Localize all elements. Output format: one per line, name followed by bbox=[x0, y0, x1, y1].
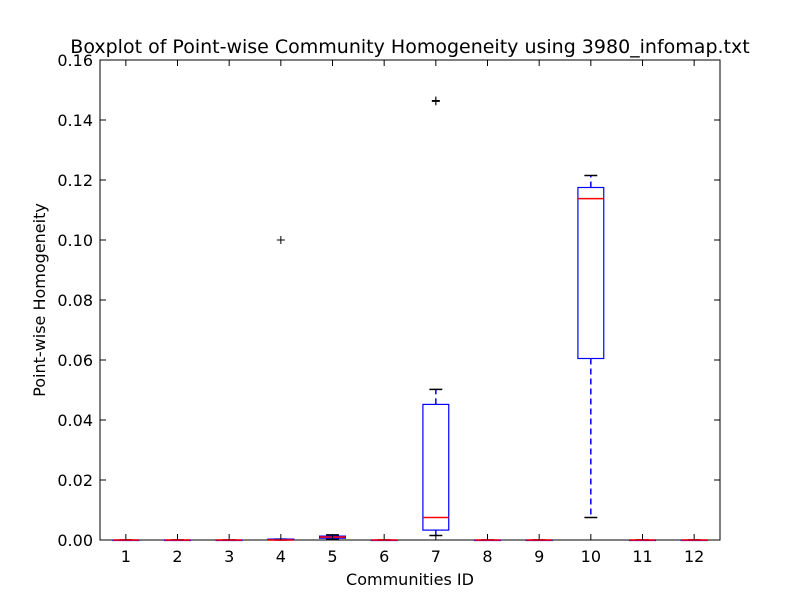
box bbox=[422, 403, 450, 531]
y-tick-label: 0.00 bbox=[57, 531, 93, 550]
x-tick-label: 5 bbox=[327, 547, 337, 566]
box-group-8 bbox=[473, 539, 502, 542]
y-tick-label: 0.10 bbox=[57, 231, 93, 250]
y-axis-ticks: 0.00 0.02 0.04 0.06 0.08 0.10 0.12 0.14 0.16 bbox=[57, 51, 720, 550]
box-group-3 bbox=[215, 539, 243, 542]
flier-point bbox=[276, 236, 285, 244]
box-group-7 bbox=[422, 96, 450, 537]
x-axis-label: Communities ID bbox=[346, 570, 474, 589]
y-tick-label: 0.08 bbox=[57, 291, 93, 310]
y-tick-label: 0.02 bbox=[57, 471, 93, 490]
box bbox=[577, 186, 605, 360]
box-group-6 bbox=[370, 539, 398, 542]
y-tick-label: 0.04 bbox=[57, 411, 93, 430]
y-tick-label: 0.06 bbox=[57, 351, 93, 370]
box-group-9 bbox=[525, 539, 553, 542]
x-tick-label: 8 bbox=[482, 547, 492, 566]
x-tick-label: 4 bbox=[276, 547, 286, 566]
box-group-12 bbox=[680, 539, 708, 542]
y-axis-label: Point-wise Homogeneity bbox=[30, 203, 49, 397]
box-group-2 bbox=[163, 539, 192, 542]
plot-area bbox=[99, 59, 721, 542]
box-group-1 bbox=[112, 539, 140, 542]
chart-title: Boxplot of Point-wise Community Homogene… bbox=[70, 36, 749, 58]
flier-point bbox=[431, 97, 440, 106]
y-tick-label: 0.16 bbox=[57, 51, 93, 70]
x-tick-label: 12 bbox=[684, 547, 704, 566]
y-tick-label: 0.12 bbox=[57, 171, 93, 190]
box-group-10 bbox=[577, 174, 605, 519]
x-tick-label: 7 bbox=[431, 547, 441, 566]
plot-frame bbox=[99, 59, 721, 541]
x-tick-label: 9 bbox=[534, 547, 544, 566]
box-group-4 bbox=[267, 236, 295, 541]
x-tick-label: 2 bbox=[172, 547, 182, 566]
box-group-11 bbox=[628, 539, 657, 542]
x-tick-label: 1 bbox=[121, 547, 131, 566]
y-tick-label: 0.14 bbox=[57, 111, 93, 130]
x-tick-label: 6 bbox=[379, 547, 389, 566]
x-tick-label: 10 bbox=[581, 547, 601, 566]
x-tick-label: 11 bbox=[632, 547, 652, 566]
x-axis-ticks: 1 2 3 4 5 6 7 8 9 10 11 12 bbox=[121, 60, 704, 566]
x-tick-label: 3 bbox=[224, 547, 234, 566]
